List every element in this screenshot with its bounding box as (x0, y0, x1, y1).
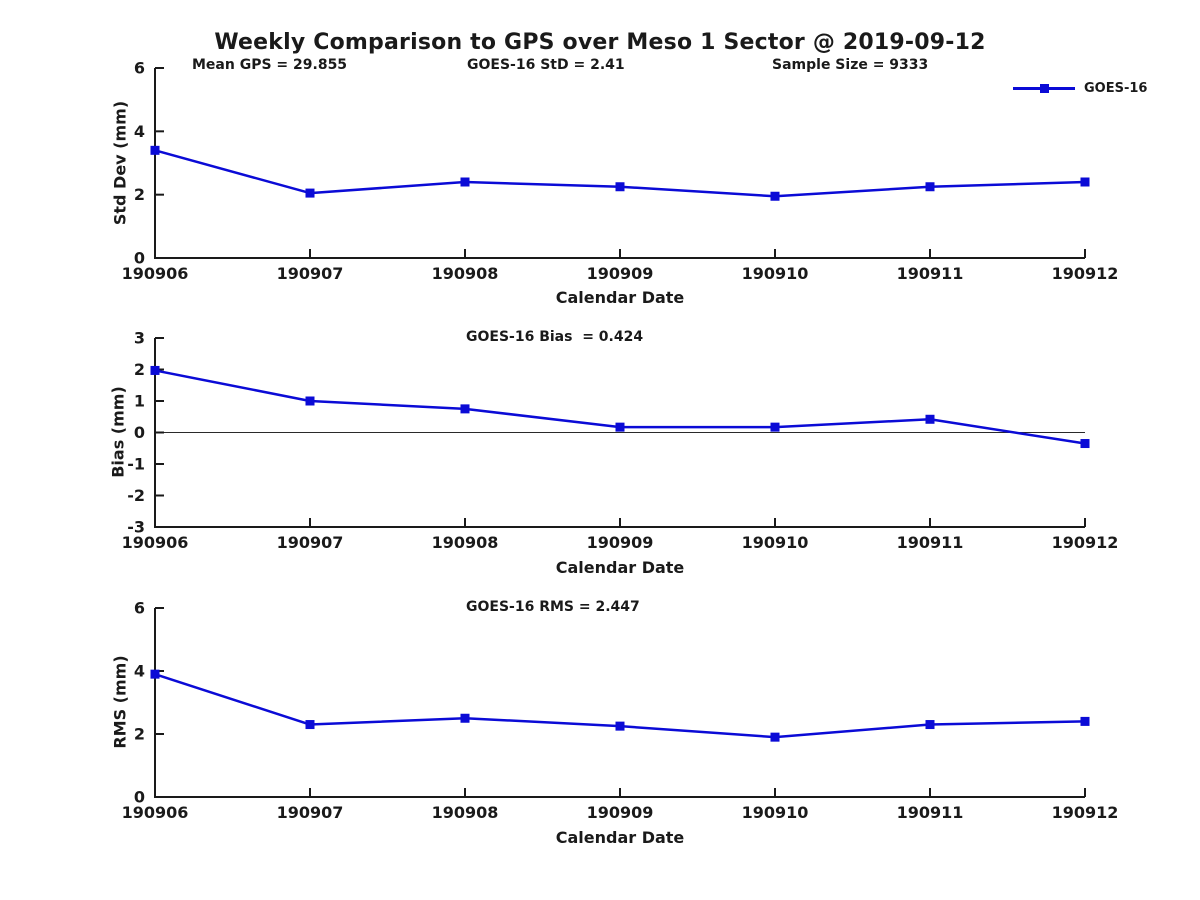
axis-spines (154, 608, 1085, 798)
data-point-190909 (615, 182, 625, 192)
annotation-goes16-std: GOES-16 StD = 2.41 (467, 57, 625, 73)
data-point-190907 (305, 720, 315, 730)
y-tick-label: 0 (134, 423, 145, 442)
data-point-190907 (305, 188, 315, 198)
data-point-190912 (1080, 177, 1090, 187)
data-point-190908 (460, 177, 470, 187)
xlabel-calendar-date-1: Calendar Date (555, 288, 685, 307)
x-tick-label: 190911 (897, 803, 964, 822)
x-tick-label: 190912 (1052, 264, 1119, 283)
annotation-sample-size: Sample Size = 9333 (772, 57, 929, 73)
y-tick-label: 2 (134, 725, 145, 744)
x-tick-label: 190910 (742, 264, 809, 283)
legend-line-marker-icon (1013, 80, 1075, 96)
data-point-190910 (770, 732, 780, 742)
y-tick-label: -1 (127, 455, 145, 474)
data-point-190908 (460, 404, 470, 414)
data-point-190911 (925, 182, 935, 192)
x-tick-label: 190906 (122, 264, 189, 283)
x-tick-label: 190912 (1052, 803, 1119, 822)
x-tick-label: 190912 (1052, 533, 1119, 552)
x-tick-label: 190911 (897, 264, 964, 283)
y-tick-label: 6 (134, 599, 145, 618)
y-tick-label: 0 (134, 249, 145, 268)
data-point-190910 (770, 422, 780, 432)
annotation-mean-gps: Mean GPS = 29.855 (192, 57, 348, 73)
subplot-1: 0 2 4 6 190906 190907 190908 190909 190910 190911… (122, 59, 1119, 284)
legend: GOES-16 (1013, 80, 1147, 96)
x-tick-label: 190908 (432, 803, 499, 822)
data-point-190909 (615, 721, 625, 731)
y-tick-label: 0 (134, 788, 145, 807)
xlabel-calendar-date-2: Calendar Date (555, 558, 685, 577)
subplot-2: -3 -2 -1 0 1 2 3 190906 190907 190908 190909 190910… (122, 329, 1119, 553)
ylabel-std-dev: Std Dev (mm) (110, 100, 130, 226)
y-tick-label: 2 (134, 185, 145, 204)
annotation-goes16-rms: GOES-16 RMS = 2.447 (466, 599, 640, 615)
data-point-190912 (1080, 716, 1090, 726)
x-tick-label: 190908 (432, 533, 499, 552)
y-tick-label: 6 (134, 59, 145, 78)
subplot-3: 0 2 4 6 190906 190907 190908 190909 190910 190911… (122, 599, 1119, 823)
data-point-190906 (150, 145, 160, 155)
y-tick-label: -2 (127, 486, 145, 505)
x-tick-label: 190906 (122, 803, 189, 822)
x-tick-label: 190908 (432, 264, 499, 283)
x-tick-label: 190911 (897, 533, 964, 552)
data-point-190907 (305, 396, 315, 406)
xlabel-calendar-date-3: Calendar Date (555, 828, 685, 847)
page-title: Weekly Comparison to GPS over Meso 1 Sec… (214, 30, 986, 55)
ylabel-bias: Bias (mm) (108, 386, 128, 478)
x-tick-label: 190907 (277, 264, 344, 283)
x-tick-label: 190907 (277, 533, 344, 552)
data-point-190911 (925, 720, 935, 730)
data-point-190911 (925, 414, 935, 424)
data-point-190910 (770, 191, 780, 201)
legend-label: GOES-16 (1084, 80, 1148, 96)
axis-spines (154, 68, 1085, 259)
x-tick-label: 190910 (742, 533, 809, 552)
x-tick-label: 190909 (587, 803, 654, 822)
y-tick-label: 2 (134, 360, 145, 379)
data-point-190909 (615, 422, 625, 432)
y-tick-label: 4 (134, 122, 145, 141)
data-point-190906 (150, 365, 160, 375)
x-tick-label: 190906 (122, 533, 189, 552)
y-tick-label: 1 (134, 392, 145, 411)
y-tick-label: 4 (134, 662, 145, 681)
data-point-190906 (150, 669, 160, 679)
y-tick-label: -3 (127, 518, 145, 537)
legend-square-marker-icon (1040, 84, 1049, 93)
x-tick-label: 190910 (742, 803, 809, 822)
x-tick-label: 190909 (587, 264, 654, 283)
data-point-190912 (1080, 439, 1090, 449)
ylabel-rms: RMS (mm) (110, 655, 130, 749)
annotation-goes16-bias: GOES-16 Bias = 0.424 (466, 329, 644, 345)
data-point-190908 (460, 713, 470, 723)
y-tick-label: 3 (134, 329, 145, 348)
x-tick-label: 190909 (587, 533, 654, 552)
x-tick-label: 190907 (277, 803, 344, 822)
